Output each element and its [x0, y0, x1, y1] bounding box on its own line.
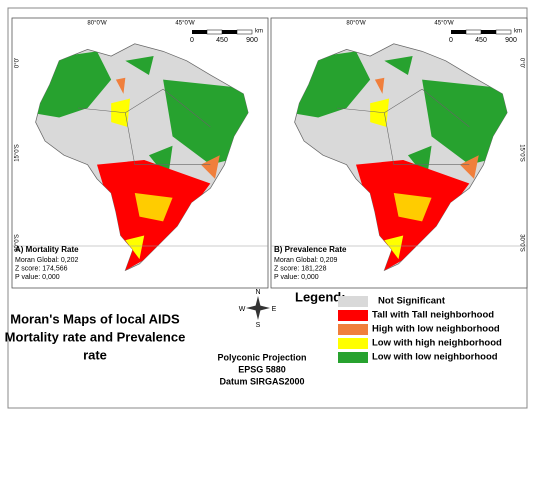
legend-swatch: [338, 352, 368, 363]
compass-letter: E: [272, 306, 277, 313]
scale-bar: [495, 29, 512, 35]
coordinate-label: 15°0'S: [518, 144, 524, 162]
legend-title: Legend:: [295, 289, 346, 304]
coordinate-label: 45°0'W: [175, 21, 195, 27]
coordinate-label: 30°0'S: [518, 234, 524, 252]
projection-line: EPSG 5880: [238, 364, 286, 374]
scale-label: 450: [475, 37, 487, 44]
legend-swatch: [338, 324, 368, 335]
panel-stat: Moran Global: 0,209: [274, 257, 338, 264]
compass: N E S W: [239, 289, 277, 329]
legend-label: Not Significant: [378, 296, 446, 307]
coordinate-label: 30°0'S: [15, 234, 21, 252]
title-line: rate: [83, 347, 107, 362]
legend-label: Low with low neighborhood: [372, 352, 498, 363]
title-line: Moran's Maps of local AIDS: [10, 311, 180, 326]
scale-unit: km: [514, 29, 522, 35]
coordinate-label: 45°0'W: [434, 21, 454, 27]
compass-letter: W: [239, 306, 246, 313]
panel-stat: P value: 0,000: [15, 274, 60, 281]
legend-swatch: [338, 310, 368, 321]
panel-label: B) Prevalence Rate: [274, 245, 347, 254]
scale-label: 900: [505, 37, 517, 44]
scale-unit: km: [255, 29, 263, 35]
coordinate-label: 15°0'S: [15, 144, 21, 162]
compass-letter: S: [256, 322, 261, 329]
panel-stat: Z score: 174,566: [15, 265, 68, 272]
scale-label: 900: [246, 37, 258, 44]
coordinate-label: 0°0': [518, 58, 524, 68]
coordinate-label: 80°0'W: [87, 21, 107, 27]
projection-line: Datum SIRGAS2000: [219, 376, 304, 386]
compass-letter: N: [255, 289, 260, 296]
legend-label: Tall with Tall neighborhood: [372, 310, 494, 321]
legend-label: High with low neighborhood: [372, 324, 500, 335]
coordinate-label: 0°0': [15, 58, 21, 68]
panel-stat: P value: 0,000: [274, 274, 319, 281]
projection-line: Polyconic Projection: [217, 352, 306, 362]
panel-stat: Moran Global: 0,202: [15, 257, 79, 264]
coordinate-label: 80°0'W: [346, 21, 366, 27]
scale-label: 0: [449, 37, 453, 44]
legend: Not Significant Tall with Tall neighborho…: [338, 296, 502, 363]
map-panels: 80°0'W 45°0'W 0°0' 15°0'S 30°0'S 0 450 900 km A) …: [11, 17, 528, 289]
title-line: Mortality rate and Prevalence: [5, 329, 186, 344]
compass-rose: [246, 296, 270, 320]
legend-label: Low with high neighborhood: [372, 338, 502, 349]
scale-bar: [206, 29, 223, 35]
map-panel: 80°0'W 45°0'W 0°0' 15°0'S 30°0'S 0 450 900 km B) …: [270, 17, 528, 289]
map-panel: 80°0'W 45°0'W 0°0' 15°0'S 30°0'S 0 450 900 km A) …: [11, 17, 269, 289]
legend-swatch: [338, 296, 368, 307]
scale-bar: [465, 29, 482, 35]
panel-stat: Z score: 181,228: [274, 265, 327, 272]
panel-label: A) Mortality Rate: [15, 245, 79, 254]
scale-label: 0: [190, 37, 194, 44]
legend-swatch: [338, 338, 368, 349]
scale-label: 450: [216, 37, 228, 44]
scale-bar: [236, 29, 253, 35]
